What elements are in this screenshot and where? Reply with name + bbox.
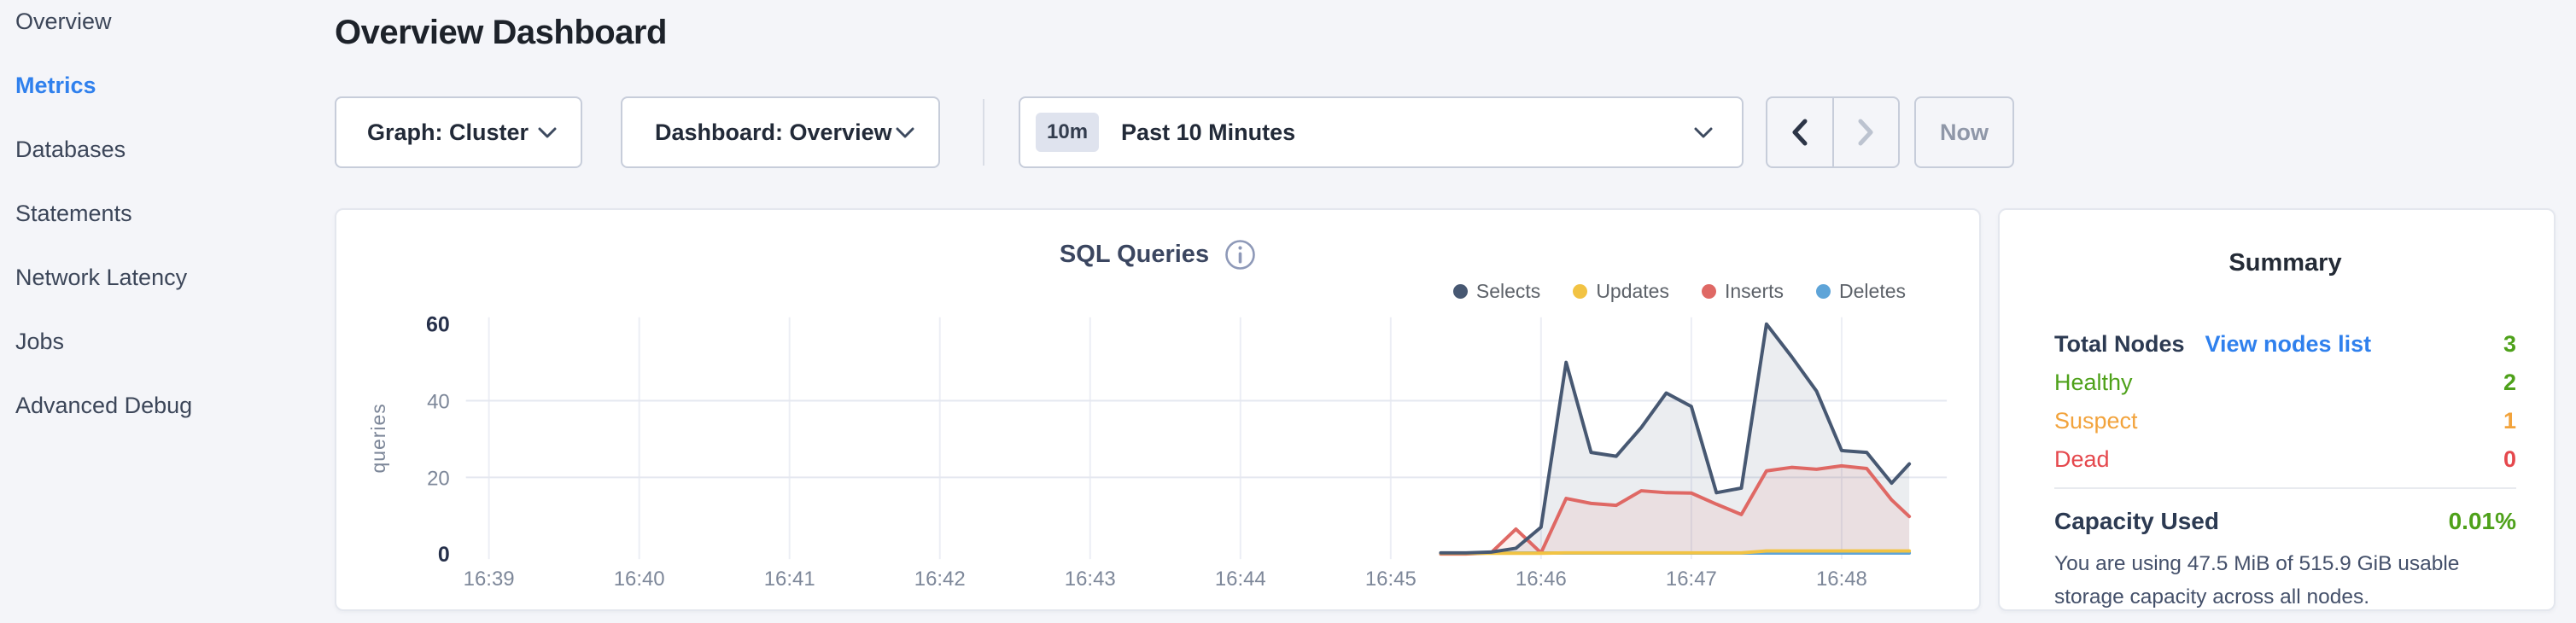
legend-item-deletes[interactable]: Deletes: [1816, 280, 1906, 303]
capacity-label: Capacity Used: [2054, 508, 2219, 534]
step-back-button[interactable]: [1767, 98, 1832, 166]
step-forward-button[interactable]: [1831, 98, 1899, 166]
svg-text:60: 60: [426, 313, 450, 337]
time-range-label: Past 10 Minutes: [1121, 119, 1296, 145]
suspect-value: 1: [2503, 408, 2516, 434]
toolbar-divider: [983, 99, 984, 166]
dead-nodes-row: Dead 0: [2054, 440, 2516, 479]
legend-dot: [1452, 284, 1468, 299]
page-title: Overview Dashboard: [335, 14, 667, 51]
legend-dot: [1701, 284, 1716, 299]
sidebar-item-statements[interactable]: Statements: [15, 201, 132, 226]
legend-item-selects[interactable]: Selects: [1452, 280, 1541, 303]
svg-text:16:42: 16:42: [914, 568, 966, 591]
graph-source-dropdown[interactable]: Graph: Cluster: [335, 96, 582, 168]
healthy-label: Healthy: [2054, 370, 2133, 395]
svg-text:16:44: 16:44: [1215, 568, 1266, 591]
svg-text:queries: queries: [367, 403, 389, 473]
time-step-button-group: [1766, 96, 1900, 168]
chevron-down-icon: [538, 127, 557, 137]
dashboard-dropdown-label: Dashboard: Overview: [655, 119, 892, 145]
now-button-label: Now: [1940, 119, 1989, 145]
summary-title: Summary: [2228, 249, 2342, 277]
chevron-down-icon: [1694, 127, 1713, 137]
svg-text:16:40: 16:40: [614, 568, 665, 591]
chart-title: SQL Queries: [1059, 241, 1210, 268]
now-button[interactable]: Now: [1914, 96, 2014, 168]
svg-text:16:39: 16:39: [464, 568, 515, 591]
info-icon[interactable]: [1224, 239, 1256, 271]
svg-text:0: 0: [438, 543, 450, 567]
dashboard-dropdown[interactable]: Dashboard: Overview: [621, 96, 940, 168]
graph-dropdown-label: Graph: Cluster: [367, 119, 529, 145]
legend-label: Updates: [1596, 280, 1669, 302]
time-range-badge: 10m: [1036, 113, 1100, 152]
svg-text:16:46: 16:46: [1516, 568, 1567, 591]
legend-dot: [1573, 284, 1588, 299]
summary-panel: Summary Total Nodes View nodes list 3 He…: [1998, 208, 2556, 611]
capacity-description: You are using 47.5 MiB of 515.9 GiB usab…: [2054, 552, 2460, 608]
svg-text:16:41: 16:41: [764, 568, 815, 591]
sidebar-item-jobs[interactable]: Jobs: [15, 329, 65, 354]
svg-text:20: 20: [427, 467, 450, 490]
sidebar-item-advanced-debug[interactable]: Advanced Debug: [15, 393, 193, 418]
dead-value: 0: [2503, 446, 2516, 472]
total-nodes-value: 3: [2503, 331, 2516, 357]
legend-label: Selects: [1475, 280, 1541, 302]
dead-label: Dead: [2054, 446, 2110, 472]
legend-item-inserts[interactable]: Inserts: [1701, 280, 1785, 303]
sidebar-item-overview[interactable]: Overview: [15, 9, 112, 34]
summary-divider: [2054, 487, 2516, 489]
svg-text:16:47: 16:47: [1666, 568, 1717, 591]
capacity-value: 0.01%: [2448, 508, 2516, 534]
svg-text:16:48: 16:48: [1816, 568, 1867, 591]
legend-dot: [1816, 284, 1831, 299]
chevron-left-icon: [1792, 119, 1808, 146]
healthy-nodes-row: Healthy 2: [2054, 364, 2516, 402]
svg-text:16:45: 16:45: [1365, 568, 1417, 591]
legend-label: Deletes: [1839, 280, 1906, 302]
sql-queries-plot: 16:39 16:40 16:41 16:42 16:43 16:44 16:45 16:46…: [367, 313, 1948, 591]
svg-text:16:43: 16:43: [1065, 568, 1116, 591]
suspect-label: Suspect: [2054, 408, 2138, 434]
svg-text:40: 40: [427, 391, 450, 414]
legend-label: Inserts: [1724, 280, 1785, 302]
total-nodes-row: Total Nodes View nodes list 3: [2054, 325, 2516, 364]
capacity-row: Capacity Used 0.01%: [2054, 508, 2516, 535]
sql-queries-chart-card: 16:39 16:40 16:41 16:42 16:43 16:44 16:45 16:46…: [335, 208, 1981, 611]
chevron-right-icon: [1858, 119, 1873, 146]
sidebar: Overview Metrics Databases Statements Networ…: [0, 0, 333, 623]
time-range-dropdown[interactable]: 10m Past 10 Minutes: [1019, 96, 1744, 168]
suspect-nodes-row: Suspect 1: [2054, 402, 2516, 440]
chart-title-row: SQL Queries: [336, 239, 1979, 271]
view-nodes-list-link[interactable]: View nodes list: [2205, 331, 2372, 357]
chevron-down-icon: [896, 127, 914, 137]
sidebar-item-metrics[interactable]: Metrics: [15, 73, 96, 98]
sidebar-nav-list: Overview Metrics Databases Statements Networ…: [15, 10, 192, 417]
healthy-value: 2: [2503, 370, 2516, 395]
sidebar-item-databases[interactable]: Databases: [15, 137, 126, 162]
chart-legend: Selects Updates Inserts Deletes: [1452, 280, 1906, 303]
legend-item-updates[interactable]: Updates: [1573, 280, 1669, 303]
total-nodes-label: Total Nodes: [2054, 331, 2185, 357]
sidebar-item-network-latency[interactable]: Network Latency: [15, 265, 188, 290]
